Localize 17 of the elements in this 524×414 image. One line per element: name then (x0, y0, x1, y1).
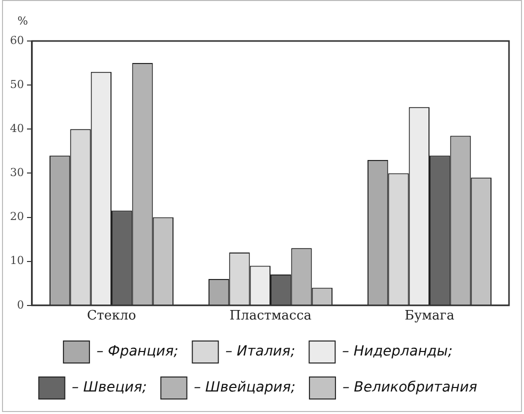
y-tick-label: 10 (10, 254, 24, 268)
legend-label: – Великобритания (342, 380, 478, 396)
y-axis-title: % (18, 14, 28, 28)
y-tick-label: 40 (10, 122, 24, 135)
y-tick-label: 30 (10, 166, 24, 180)
y-tick-label: 60 (10, 34, 24, 47)
legend-label: – Нидерланды; (342, 344, 453, 360)
x-tick-label: Стекло (86, 308, 136, 324)
legend-label: – Швейцария; (194, 380, 296, 396)
x-tick-label: Пластмасса (230, 308, 312, 324)
legend-label: – Франция; (96, 344, 178, 360)
legend-label: – Швеция; (72, 380, 147, 396)
legend-label: – Италия; (225, 344, 296, 360)
y-tick-label: 20 (10, 210, 24, 224)
x-tick-label: Бумага (404, 308, 455, 324)
y-tick-label: 50 (10, 78, 24, 91)
y-tick-label: 0 (16, 298, 24, 312)
